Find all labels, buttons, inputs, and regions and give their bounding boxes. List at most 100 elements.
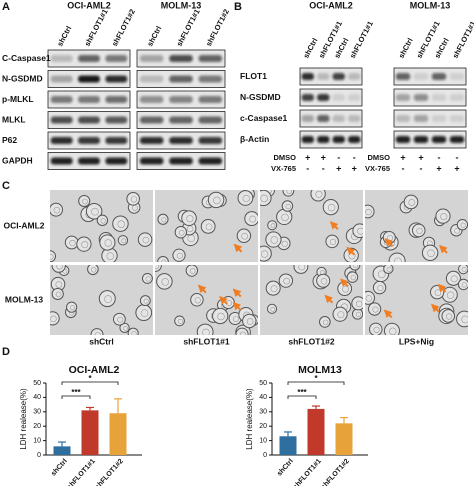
cell-nucleus [161, 217, 167, 223]
treatment-sign: - [456, 152, 459, 162]
cell-nucleus [270, 285, 278, 293]
cell-nucleus [53, 206, 61, 214]
blot-band [78, 75, 100, 83]
cell [351, 308, 363, 320]
blot-band [78, 116, 100, 124]
cell [66, 301, 78, 313]
cell-nucleus [177, 318, 183, 324]
blot-band [50, 75, 73, 83]
cell [318, 316, 331, 328]
treatment-sign: - [438, 152, 441, 162]
cell [117, 235, 129, 246]
cell [322, 199, 339, 216]
arrow [437, 283, 447, 293]
row-label: β-Actin [240, 134, 269, 144]
blot-band [449, 136, 465, 143]
cell-nucleus [122, 325, 128, 331]
x-tick-label: shFLOT1#2 [320, 458, 351, 486]
cell-nucleus [329, 238, 337, 246]
cells [50, 265, 153, 335]
cell [369, 322, 383, 335]
cell-nucleus [140, 309, 149, 317]
cell-nucleus [260, 194, 268, 203]
blot-band [139, 157, 164, 165]
cell-nucleus [202, 328, 210, 335]
blot-band [413, 73, 429, 80]
row-label: C-Caspase1 [2, 53, 51, 63]
group-header: MOLM-13 [161, 0, 202, 10]
treatment-sign: + [436, 163, 441, 173]
treatment-sign: - [353, 152, 356, 162]
cell [456, 219, 468, 231]
blot-strip [299, 109, 363, 128]
cell [190, 293, 204, 307]
cell [242, 313, 257, 329]
cell-nucleus [81, 241, 89, 249]
cell [51, 265, 66, 273]
blot-band [198, 75, 223, 83]
arrow [197, 284, 207, 294]
treatment-label: DMSO [274, 153, 297, 162]
cell [76, 236, 92, 252]
cells [157, 190, 258, 262]
cell [200, 218, 216, 234]
treatment-sign: + [454, 163, 459, 173]
cell-nucleus [161, 259, 167, 262]
treatment-sign: + [352, 163, 357, 173]
blot-band [50, 55, 73, 62]
cell-nucleus [106, 252, 115, 260]
bar [109, 413, 127, 455]
blot-strip [393, 109, 467, 128]
lane-label: shFLOT1#1 [348, 20, 375, 60]
cell [141, 272, 153, 284]
cell-nucleus [194, 297, 201, 304]
cell-nucleus [372, 306, 379, 313]
blot-band [332, 115, 345, 122]
x-tick-label: shCtrl [50, 458, 69, 478]
cell [126, 192, 140, 206]
cells [365, 265, 468, 335]
x-tick-label: shCtrl [276, 458, 295, 478]
blot-band [317, 94, 330, 101]
cell-nucleus [55, 291, 62, 298]
cell [96, 214, 109, 227]
blot-strip [299, 130, 363, 149]
cell [265, 231, 282, 248]
blot-band [139, 55, 164, 62]
treatment-sign: - [337, 152, 340, 162]
cell [367, 302, 382, 316]
blot-band [395, 73, 411, 80]
cell-nucleus [56, 265, 63, 270]
blot-band [169, 75, 193, 83]
cell [50, 250, 57, 262]
cell-nucleus [461, 315, 468, 324]
cell [64, 235, 79, 250]
cell [383, 265, 394, 275]
chart-title: MOLM13 [298, 364, 342, 376]
cell [267, 220, 278, 231]
treatment-label: VX-765 [271, 164, 296, 173]
blot-strip [393, 67, 467, 86]
treatment-sign: + [418, 152, 423, 162]
blot-strip [393, 88, 467, 107]
cell-nucleus [189, 268, 196, 274]
cell-nucleus [320, 278, 328, 285]
cell [156, 273, 173, 290]
cell-nucleus [55, 281, 63, 288]
cell [50, 202, 63, 217]
blot-band [50, 96, 73, 103]
cell [411, 223, 426, 238]
cell [325, 234, 339, 249]
row-label: MLKL [2, 114, 26, 124]
cell-nucleus [286, 190, 292, 194]
cell-nucleus [246, 318, 254, 325]
blot-band [317, 136, 330, 143]
treatment-sign: + [336, 163, 341, 173]
column-label: LPS+Nig [399, 336, 434, 346]
blot-band [317, 115, 330, 122]
cell-nucleus [143, 298, 149, 304]
treatment-sign: + [400, 152, 405, 162]
cell-nucleus [270, 307, 276, 312]
bar [307, 408, 325, 455]
cell-nucleus [389, 327, 397, 335]
